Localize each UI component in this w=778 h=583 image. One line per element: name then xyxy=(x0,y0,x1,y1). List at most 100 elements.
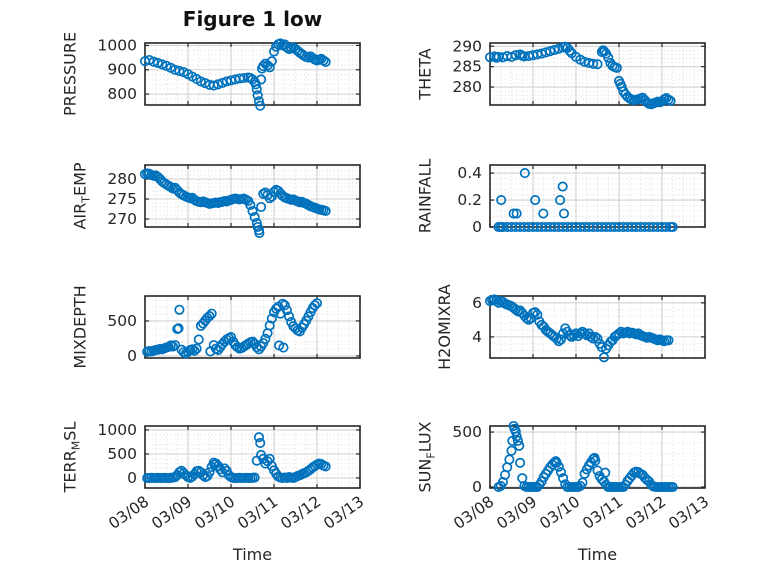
minor-grid xyxy=(490,165,705,227)
y-axis-label: SUNFLUX xyxy=(415,421,437,492)
data-point-marker xyxy=(174,304,185,315)
subplot-theta: 280 285 290 THETA xyxy=(415,37,706,110)
y-tick-label: 900 xyxy=(107,61,137,79)
data-point-marker xyxy=(553,461,564,472)
data-point-marker xyxy=(320,461,331,472)
data-point-marker xyxy=(281,305,292,316)
data-point-marker xyxy=(256,74,267,85)
data-point-marker xyxy=(249,211,260,223)
data-point-marker xyxy=(193,334,204,345)
y-axis-label: PRESSURE xyxy=(60,32,79,116)
data-point-marker xyxy=(189,345,200,356)
data-points xyxy=(142,432,331,484)
data-point-marker xyxy=(592,59,603,70)
data-point-marker xyxy=(268,186,280,197)
data-point-marker xyxy=(496,194,507,206)
data-point-marker xyxy=(213,79,224,90)
data-point-marker xyxy=(266,56,277,67)
data-point-marker xyxy=(255,100,266,111)
data-point-marker xyxy=(191,343,202,354)
data-point-marker xyxy=(577,477,588,488)
y-tick-label: 0 xyxy=(127,347,137,365)
y-tick-label: 290 xyxy=(452,37,482,55)
axes-box xyxy=(144,295,361,359)
data-point-marker xyxy=(667,221,678,233)
data-point-marker xyxy=(253,96,264,107)
data-point-marker xyxy=(152,57,163,68)
data-point-marker xyxy=(663,335,674,346)
data-point-marker xyxy=(311,298,323,309)
data-point-marker xyxy=(622,326,633,337)
data-point-marker xyxy=(514,440,525,451)
subplot-mixdepth: 0 500 MIXDEPTH xyxy=(70,285,361,369)
data-point-marker xyxy=(555,334,566,345)
y-axis-label: MIXDEPTH xyxy=(70,285,89,368)
y-axis-label: TERRMSL xyxy=(60,422,82,494)
data-point-marker xyxy=(260,333,271,344)
tick-marks xyxy=(489,296,706,358)
x-tick-label: 03/11 xyxy=(234,493,281,533)
data-point-marker xyxy=(515,457,526,468)
y-tick-label: 280 xyxy=(107,170,137,188)
data-point-marker xyxy=(309,300,320,311)
subplot-h2omixra: 4 6 H2OMIXRA xyxy=(435,284,706,370)
data-point-marker xyxy=(667,481,678,493)
x-tick-label: 03/12 xyxy=(622,493,669,533)
data-point-marker xyxy=(320,205,331,217)
axes-box xyxy=(144,164,361,228)
data-point-marker xyxy=(590,455,601,466)
data-point-marker xyxy=(245,199,256,211)
y-tick-label: 0 xyxy=(472,218,482,236)
y-tick-label: 6 xyxy=(472,294,482,312)
y-tick-label: 500 xyxy=(107,445,137,463)
data-point-marker xyxy=(148,56,159,67)
x-axis-label: Time xyxy=(232,545,272,564)
tick-marks xyxy=(144,426,361,488)
x-tick-label: 03/09 xyxy=(148,493,195,533)
data-point-marker xyxy=(551,333,562,344)
data-point-marker xyxy=(167,341,178,352)
data-point-marker xyxy=(174,65,185,77)
data-point-marker xyxy=(187,344,198,355)
data-point-marker xyxy=(253,432,264,443)
data-point-marker xyxy=(512,435,523,446)
y-tick-label: 0.4 xyxy=(457,164,482,182)
data-point-marker xyxy=(519,168,530,179)
data-point-marker xyxy=(254,227,265,239)
data-points xyxy=(484,41,676,110)
data-point-marker xyxy=(266,313,277,324)
data-points xyxy=(139,38,331,111)
y-tick-label: 4 xyxy=(472,328,482,346)
data-point-marker xyxy=(247,205,258,217)
data-point-marker xyxy=(170,340,181,351)
data-point-marker xyxy=(557,181,568,192)
subplot-pressure: 800 900 1000 PRESSURE xyxy=(60,32,361,116)
data-point-marker xyxy=(320,56,331,68)
data-point-marker xyxy=(588,333,599,344)
axes-box xyxy=(144,425,361,489)
data-points xyxy=(139,168,331,239)
data-point-marker xyxy=(530,194,541,206)
y-tick-label: 1000 xyxy=(98,421,137,439)
x-tick-label: 03/08 xyxy=(450,493,497,533)
x-tick-label: 03/09 xyxy=(493,493,540,533)
data-point-marker xyxy=(510,426,521,437)
data-point-marker xyxy=(173,323,184,334)
data-point-marker xyxy=(210,343,221,354)
data-point-marker xyxy=(538,208,549,219)
data-point-marker xyxy=(318,55,329,66)
data-point-marker xyxy=(588,58,599,69)
data-point-marker xyxy=(592,333,603,344)
data-point-marker xyxy=(530,307,541,318)
y-axis-label: THETA xyxy=(415,48,434,100)
data-point-marker xyxy=(521,313,532,324)
data-point-marker xyxy=(555,467,566,478)
data-point-marker xyxy=(157,59,168,70)
x-tick-label: 03/11 xyxy=(579,493,626,533)
data-point-marker xyxy=(204,467,215,478)
data-point-marker xyxy=(532,309,543,320)
data-point-marker xyxy=(558,473,569,484)
x-tick-label: 03/10 xyxy=(536,493,583,533)
y-tick-label: 1000 xyxy=(98,36,137,54)
